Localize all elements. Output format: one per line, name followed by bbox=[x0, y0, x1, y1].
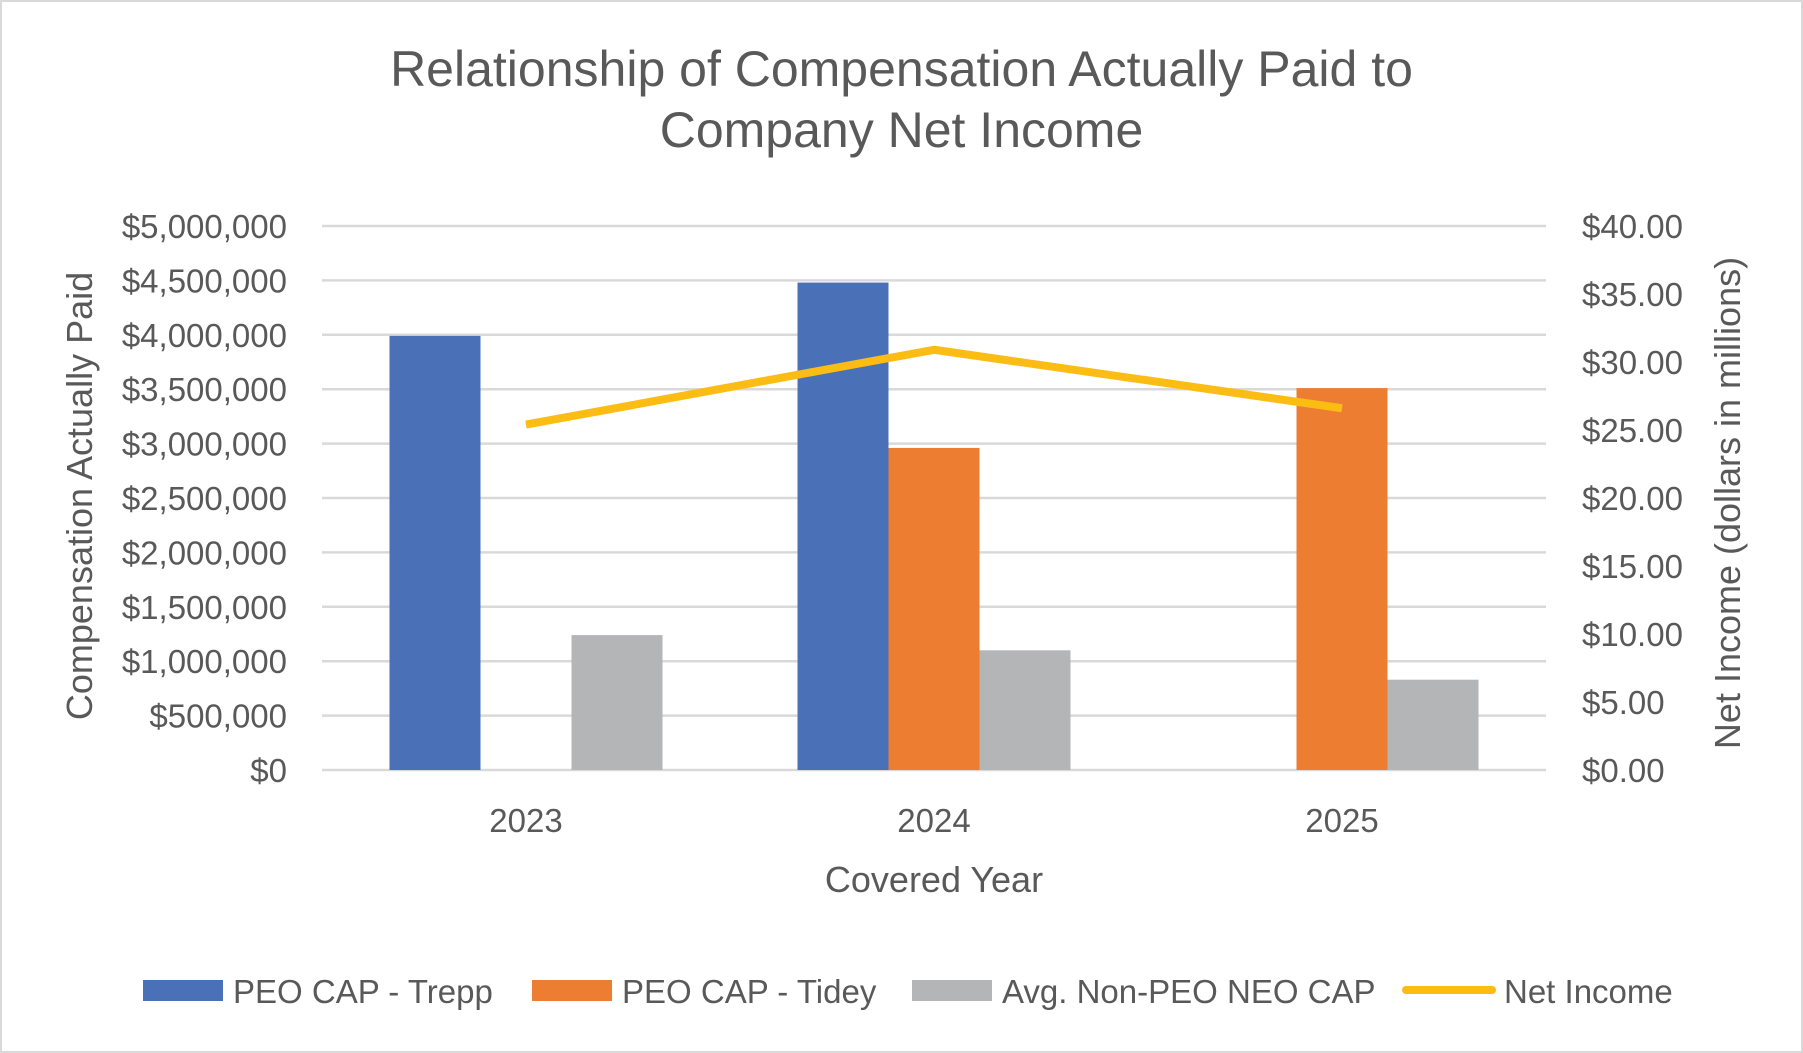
y-tick-label-left: $1,500,000 bbox=[122, 589, 287, 626]
y-tick-label-left: $1,000,000 bbox=[122, 643, 287, 680]
y-axis-right-ticks: $0.00 $5.00 $10.00 $15.00 $20.00 $25.00 $30.00… bbox=[1582, 208, 1683, 789]
y-tick-label-left: $4,500,000 bbox=[122, 262, 287, 299]
y-tick-label-right: $5.00 bbox=[1582, 684, 1665, 721]
bar-peo-cap-trepp-2024 bbox=[797, 282, 889, 770]
bar-avg-non-peo-neo-cap-2023 bbox=[571, 635, 663, 770]
y-axis-left-ticks: $0 $500,000 $1,000,000 $1,500,000 $2,000,000… bbox=[122, 208, 287, 789]
legend-label-net-income: Net Income bbox=[1504, 973, 1673, 1010]
bar-peo-cap-tidey-2025 bbox=[1296, 388, 1388, 770]
y-tick-label-right: $20.00 bbox=[1582, 480, 1683, 517]
legend-label-avg-non-peo-neo-cap: Avg. Non-PEO NEO CAP bbox=[1002, 973, 1376, 1010]
legend-label-peo-cap-trepp: PEO CAP - Trepp bbox=[233, 973, 493, 1010]
y-tick-label-right: $25.00 bbox=[1582, 412, 1683, 449]
y-tick-label-left: $3,000,000 bbox=[122, 426, 287, 463]
line-net-income bbox=[525, 345, 1343, 429]
y-tick-label-left: $500,000 bbox=[149, 698, 287, 735]
bar-avg-non-peo-neo-cap-2025 bbox=[1387, 679, 1479, 770]
y-tick-label-right: $10.00 bbox=[1582, 616, 1683, 653]
chart-title-line-1: Relationship of Compensation Actually Pa… bbox=[390, 41, 1413, 97]
y-tick-label-right: $30.00 bbox=[1582, 344, 1683, 381]
y-tick-label-right: $40.00 bbox=[1582, 208, 1683, 245]
y-axis-right-title: Net Income (dollars in millions) bbox=[1707, 257, 1748, 749]
y-tick-label-left: $0 bbox=[250, 752, 287, 789]
legend: PEO CAP - Trepp PEO CAP - Tidey Avg. Non-P… bbox=[143, 973, 1673, 1010]
x-tick-label: 2025 bbox=[1305, 802, 1378, 839]
y-tick-label-right: $15.00 bbox=[1582, 548, 1683, 585]
y-tick-label-left: $3,500,000 bbox=[122, 371, 287, 408]
x-axis-ticks: 2023 2024 2025 bbox=[489, 802, 1378, 839]
legend-label-peo-cap-tidey: PEO CAP - Tidey bbox=[622, 973, 877, 1010]
line-group bbox=[525, 345, 1343, 429]
y-axis-left-title: Compensation Actually Paid bbox=[59, 272, 100, 720]
bar-peo-cap-trepp-2023 bbox=[389, 335, 481, 770]
x-tick-label: 2024 bbox=[897, 802, 970, 839]
bar-peo-cap-tidey-2024 bbox=[888, 447, 980, 770]
bar-group bbox=[389, 282, 1479, 770]
x-axis-title: Covered Year bbox=[825, 859, 1043, 900]
bar-avg-non-peo-neo-cap-2024 bbox=[979, 650, 1071, 770]
y-tick-label-right: $0.00 bbox=[1582, 752, 1665, 789]
x-tick-label: 2023 bbox=[489, 802, 562, 839]
y-tick-label-left: $4,000,000 bbox=[122, 317, 287, 354]
legend-swatch-avg-non-peo-neo-cap bbox=[912, 980, 992, 1001]
chart-title-line-2: Company Net Income bbox=[659, 102, 1144, 158]
legend-swatch-peo-cap-tidey bbox=[532, 980, 612, 1001]
y-tick-label-left: $5,000,000 bbox=[122, 208, 287, 245]
y-tick-label-left: $2,000,000 bbox=[122, 534, 287, 571]
legend-swatch-peo-cap-trepp bbox=[143, 980, 223, 1001]
y-tick-label-left: $2,500,000 bbox=[122, 480, 287, 517]
y-tick-label-right: $35.00 bbox=[1582, 276, 1683, 313]
